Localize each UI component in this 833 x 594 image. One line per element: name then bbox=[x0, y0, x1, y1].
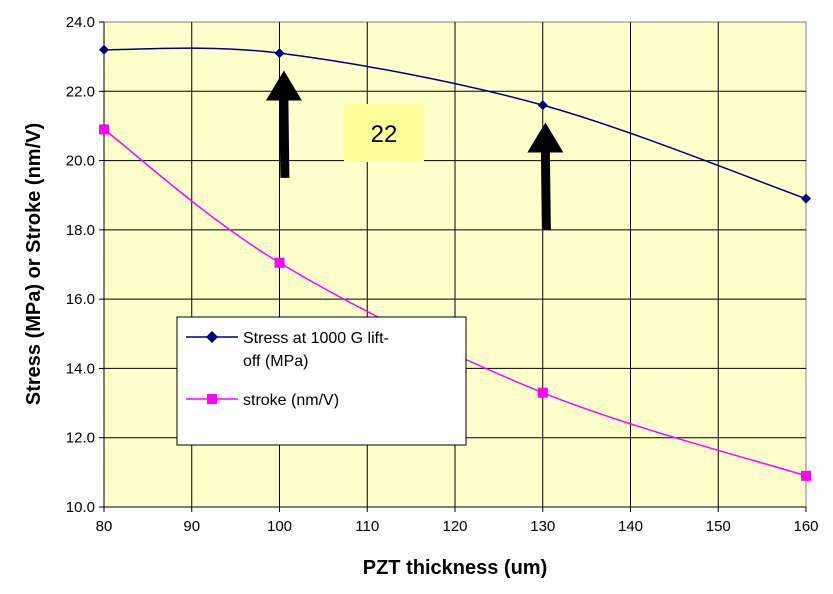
legend-marker-stress bbox=[206, 331, 218, 343]
x-tick-label: 100 bbox=[267, 518, 292, 535]
annotation-label-text: 22 bbox=[371, 121, 398, 148]
annotation-arrows bbox=[265, 70, 564, 230]
annotation-label-box: 22 bbox=[344, 104, 424, 162]
y-tick-label: 20.0 bbox=[66, 153, 95, 170]
series-line bbox=[103, 47, 807, 200]
x-tick-label: 110 bbox=[355, 518, 379, 535]
legend-marker-stroke bbox=[207, 394, 217, 404]
y-tick-label: 10.0 bbox=[66, 499, 95, 516]
x-tick-label: 160 bbox=[793, 518, 818, 535]
x-axis-title: PZT thickness (um) bbox=[363, 557, 547, 579]
y-tick-label: 18.0 bbox=[66, 222, 95, 239]
legend-label-stress-line1: Stress at 1000 G lift- bbox=[243, 330, 389, 347]
x-tick-label: 130 bbox=[530, 518, 555, 535]
x-tick-label: 140 bbox=[618, 518, 643, 535]
data-point bbox=[801, 193, 811, 204]
y-tick-label: 16.0 bbox=[66, 291, 95, 308]
data-point bbox=[274, 48, 285, 59]
x-tick-label: 90 bbox=[183, 518, 200, 535]
y-axis-title: Stress (MPa) or Stroke (nm/V) bbox=[23, 123, 45, 405]
legend-label-stress-line2: off (MPa) bbox=[243, 353, 309, 370]
y-tick-label: 14.0 bbox=[66, 360, 95, 377]
x-axis-ticks: 80 90 100 110 120 130 140 150 160 bbox=[96, 506, 819, 535]
y-axis-ticks: 10.0 12.0 14.0 16.0 18.0 20.0 22.0 24.0 bbox=[66, 14, 105, 516]
y-tick-label: 24.0 bbox=[66, 14, 95, 31]
x-tick-label: 80 bbox=[96, 518, 113, 535]
data-point bbox=[99, 124, 109, 135]
data-point bbox=[801, 470, 811, 481]
legend-box bbox=[176, 316, 467, 446]
data-point bbox=[537, 387, 548, 398]
x-tick-label: 150 bbox=[706, 518, 731, 535]
data-point bbox=[537, 100, 548, 111]
y-tick-label: 22.0 bbox=[66, 83, 95, 100]
y-tick-label: 12.0 bbox=[66, 430, 95, 447]
legend: Stress at 1000 G lift- off (MPa) stroke … bbox=[176, 316, 467, 446]
up-arrow-icon bbox=[527, 122, 564, 230]
x-tick-label: 120 bbox=[442, 518, 467, 535]
up-arrow-icon bbox=[265, 70, 302, 178]
data-point bbox=[274, 257, 285, 268]
annotation-label-box-bg bbox=[344, 104, 424, 162]
data-point bbox=[99, 44, 109, 55]
legend-label-stroke: stroke (nm/V) bbox=[243, 392, 339, 409]
series-0 bbox=[99, 44, 811, 204]
